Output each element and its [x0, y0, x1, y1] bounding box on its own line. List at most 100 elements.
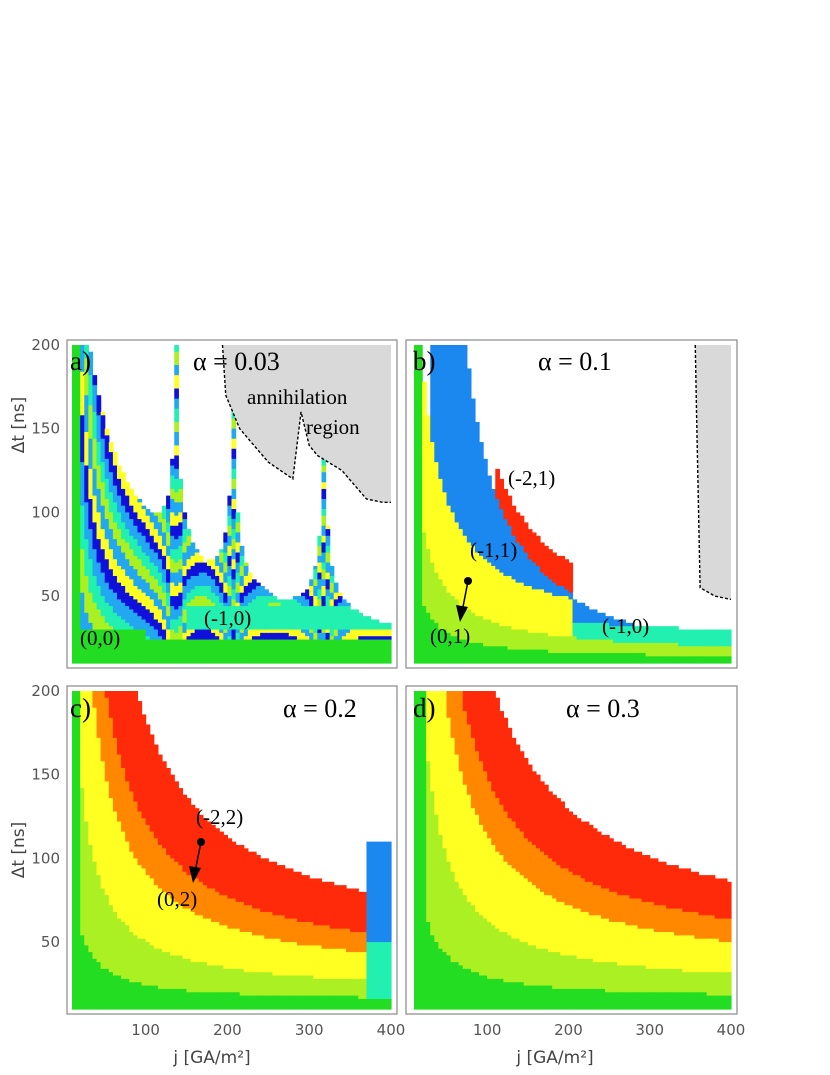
heatmap-cell [609, 992, 614, 1010]
heatmap-cell [378, 639, 384, 664]
heatmap-cell [483, 619, 488, 647]
heatmap-cell [260, 639, 265, 664]
heatmap-cell [584, 958, 590, 990]
heatmap-cell [157, 888, 163, 950]
heatmap-cell [450, 636, 456, 664]
heatmap-cell [288, 629, 294, 637]
heatmap-cell [544, 895, 549, 950]
heatmap-cell [268, 629, 273, 634]
heatmap-cell [605, 962, 610, 993]
heatmap-cell [227, 495, 233, 507]
heatmap-cell [370, 636, 376, 641]
heatmap-cell [227, 596, 233, 607]
heatmap-cell [726, 942, 732, 973]
heatmap-cell [531, 589, 537, 634]
heatmap-cell [576, 602, 582, 624]
heatmap-cell [137, 498, 143, 503]
heatmap-cell [621, 844, 626, 896]
heatmap-cell [580, 821, 586, 880]
heatmap-cell [633, 652, 639, 664]
heatmap-cell [280, 865, 286, 916]
heatmap-cell [479, 442, 484, 557]
heatmap-cell [564, 988, 570, 1010]
heatmap-cell [548, 636, 553, 654]
heatmap-cell [243, 639, 249, 664]
state-label-c-02: (0,2) [157, 887, 197, 911]
heatmap-cell [174, 455, 179, 470]
heatmap-cell [621, 965, 626, 993]
heatmap-cell [174, 562, 179, 574]
heatmap-cell [572, 599, 578, 624]
heatmap-cell [466, 368, 472, 544]
heatmap-cell [170, 465, 175, 477]
heatmap-cell [80, 629, 85, 664]
heatmap-cell [186, 958, 192, 993]
heatmap-cell [454, 881, 460, 963]
heatmap-cell [552, 582, 557, 597]
heatmap-cell [674, 908, 679, 936]
heatmap-cell [556, 901, 561, 953]
heatmap-cell [309, 579, 314, 587]
heatmap-cell [564, 559, 570, 590]
heatmap-cell [613, 626, 618, 644]
heatmap-cell [141, 592, 147, 607]
heatmap-cell [231, 509, 237, 520]
heatmap-cell [231, 418, 237, 430]
heatmap-cell [129, 535, 134, 550]
heatmap-cell [170, 498, 175, 513]
panel-b-alpha: α = 0.1 [538, 347, 612, 376]
heatmap-cell [178, 988, 184, 1010]
heatmap-cell [145, 596, 151, 611]
heatmap-cell [690, 911, 696, 936]
heatmap-cell [313, 995, 318, 1010]
heatmap-cell [174, 586, 179, 597]
heatmap-cell [329, 978, 335, 997]
heatmap-cell [422, 691, 427, 1010]
heatmap-cell [462, 784, 468, 896]
heatmap-cell [511, 535, 517, 580]
heatmap-cell [194, 915, 200, 963]
heatmap-cell [247, 602, 253, 631]
heatmap-cell [665, 656, 671, 664]
heatmap-cell [292, 599, 298, 631]
heatmap-cell [617, 652, 622, 664]
heatmap-cell [235, 639, 241, 664]
heatmap-cell [588, 824, 594, 883]
heatmap-cell [718, 656, 724, 664]
heatmap-cell [202, 818, 208, 886]
heatmap-cell [268, 602, 273, 607]
heatmap-cell [317, 562, 323, 574]
heatmap-cell [487, 838, 492, 923]
heatmap-cell [305, 945, 310, 977]
heatmap-cell [450, 962, 456, 1010]
heatmap-cell [584, 911, 590, 960]
heatmap-cell [243, 629, 249, 637]
heatmap-cell [694, 629, 700, 647]
heatmap-cell [337, 928, 343, 950]
heatmap-cell [219, 992, 224, 1010]
heatmap-cell [337, 885, 343, 930]
heatmap-cell [539, 851, 545, 893]
heatmap-cell [166, 629, 171, 641]
heatmap-cell [354, 629, 359, 641]
heatmap-cell [211, 921, 216, 967]
heatmap-cell [272, 915, 278, 940]
heatmap-cell [714, 938, 720, 973]
heatmap-cell [92, 691, 98, 709]
heatmap-cell [116, 629, 122, 664]
heatmap-cell [174, 619, 179, 634]
heatmap-cell [523, 942, 529, 987]
heatmap-cell [535, 774, 541, 849]
heatmap-cell [260, 935, 265, 973]
heatmap-cell [141, 565, 147, 580]
heatmap-cell [231, 539, 237, 550]
heatmap-cell [186, 875, 192, 910]
heatmap-cell [682, 646, 687, 657]
heatmap-cell [346, 888, 351, 930]
heatmap-cell [600, 622, 606, 641]
heatmap-cell [649, 901, 655, 930]
heatmap-cell [268, 632, 273, 641]
heatmap-cell [186, 559, 192, 570]
heatmap-cell [235, 968, 241, 993]
heatmap-cell [621, 626, 626, 644]
